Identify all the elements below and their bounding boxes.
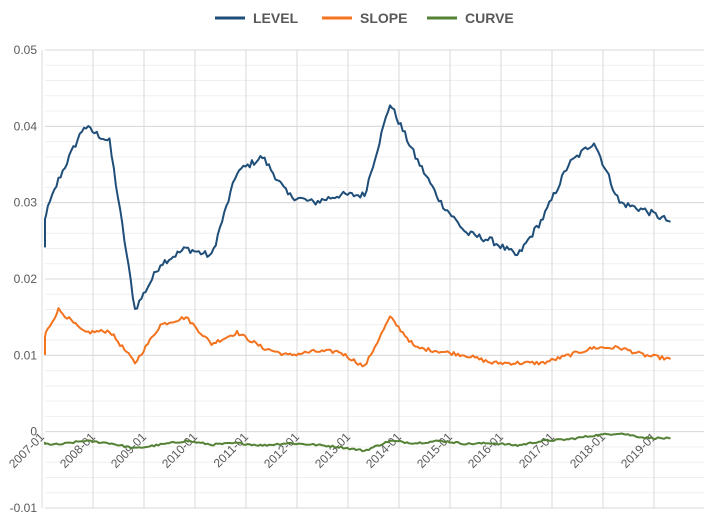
y-tick-label: 0.05 (14, 43, 38, 57)
legend: LEVEL SLOPE CURVE (215, 10, 514, 26)
x-axis: 2007-01 2008-01 2009-01 2010-01 2011-01 2012-… (6, 430, 659, 471)
series-line-slope (44, 307, 672, 368)
x-tick-label: 2013-01 (312, 430, 353, 471)
major-gridlines (41, 49, 704, 509)
y-tick-label: 0 (30, 425, 37, 439)
series-line-curve (44, 432, 671, 453)
y-tick-label: 0.01 (14, 348, 38, 362)
y-tick-label: 0.03 (14, 196, 38, 210)
legend-label-slope: SLOPE (360, 10, 407, 26)
x-tick-label: 2012-01 (261, 430, 302, 471)
x-tick-label: 2010-01 (159, 430, 200, 471)
legend-label-level: LEVEL (253, 10, 299, 26)
x-tick-label: 2019-01 (618, 430, 659, 471)
x-tick-label: 2011-01 (211, 430, 252, 471)
x-tick-label: 2009-01 (108, 430, 149, 471)
y-tick-label: 0.02 (14, 272, 38, 286)
series-lines (44, 104, 672, 453)
y-tick-label: -0.01 (10, 501, 38, 515)
legend-label-curve: CURVE (465, 10, 514, 26)
y-axis: -0.01 0 0.01 0.02 0.03 0.04 0.05 (10, 43, 38, 515)
x-tick-label: 2017-01 (516, 430, 557, 471)
series-line-level (44, 104, 671, 310)
x-tick-label: 2007-01 (6, 430, 47, 471)
x-tick-label: 2008-01 (57, 430, 98, 471)
x-tick-label: 2016-01 (465, 430, 506, 471)
y-tick-label: 0.04 (14, 119, 38, 133)
x-tick-label: 2015-01 (414, 430, 455, 471)
